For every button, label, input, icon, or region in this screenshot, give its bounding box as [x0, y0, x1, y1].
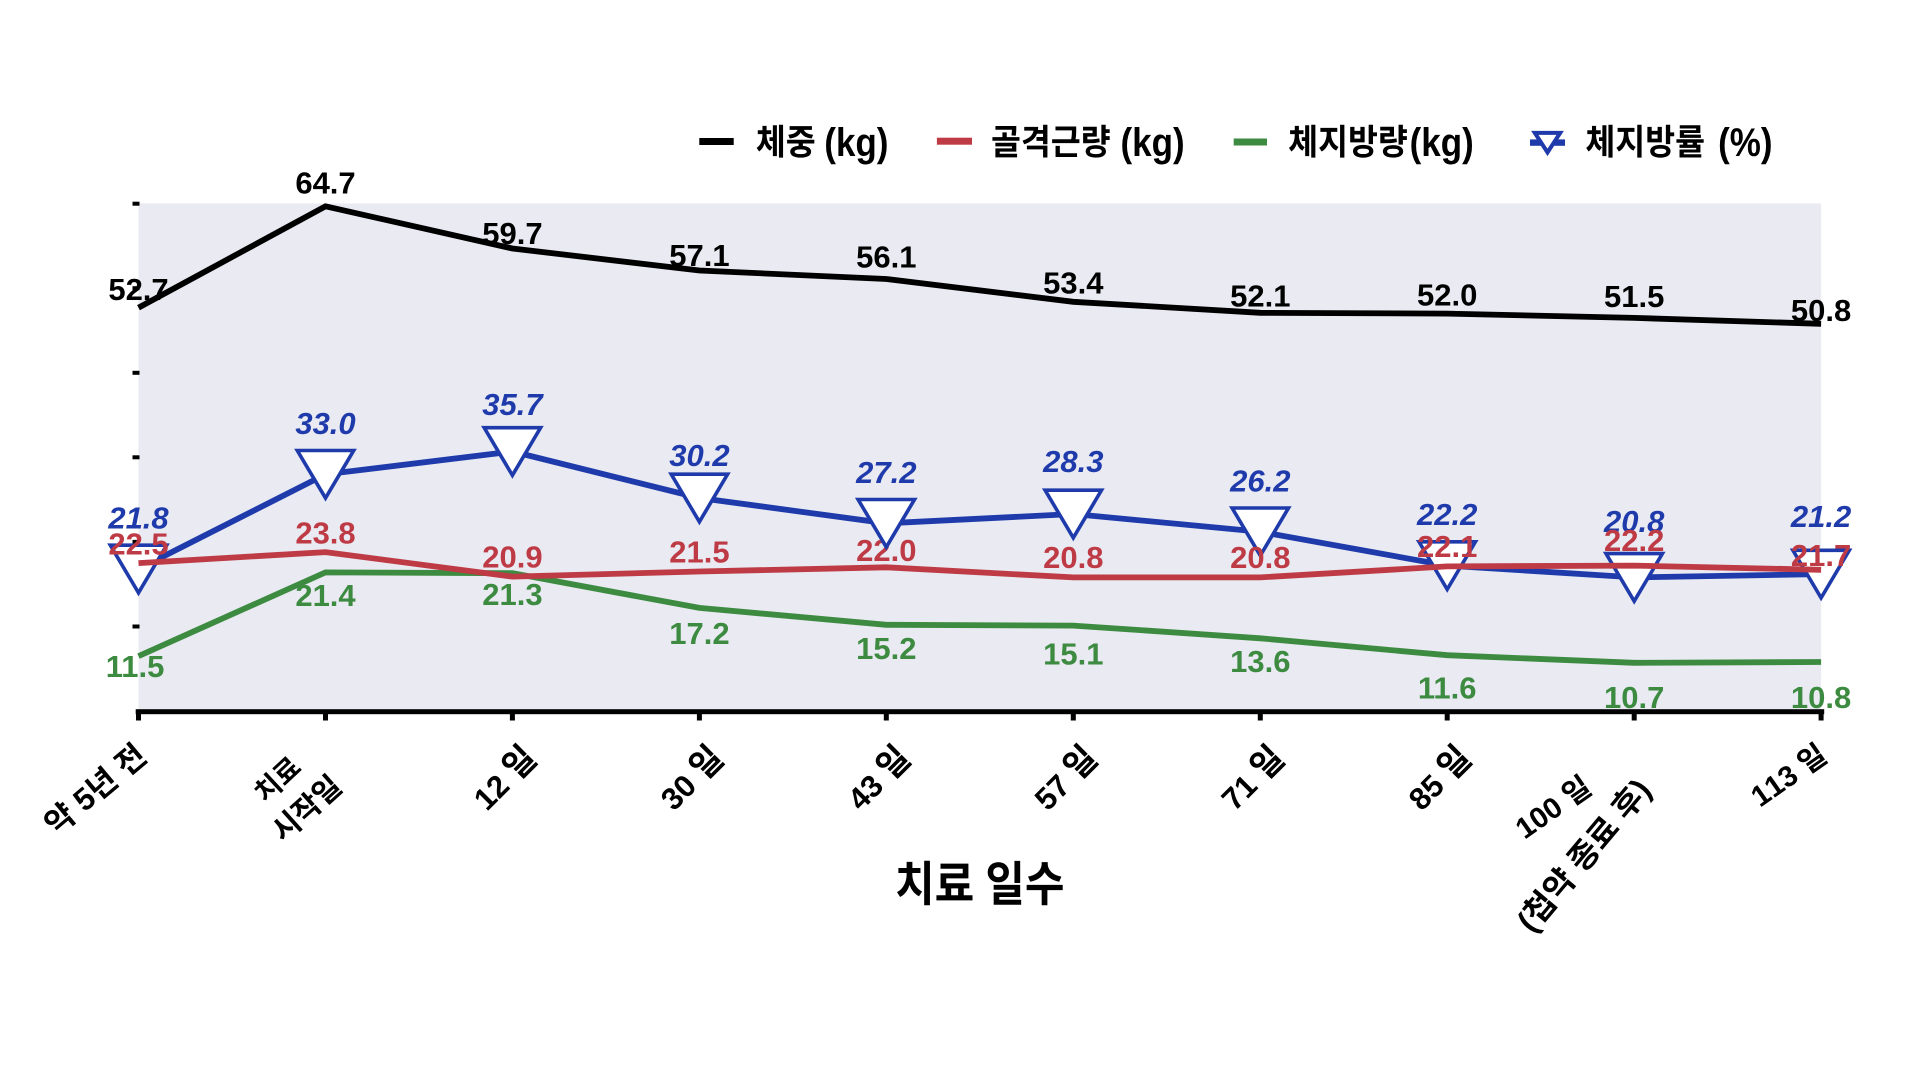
svg-text:56.1: 56.1	[856, 239, 916, 274]
svg-text:53.4: 53.4	[1043, 266, 1104, 301]
svg-text:17.2: 17.2	[669, 616, 729, 651]
svg-text:33.0: 33.0	[295, 406, 355, 441]
svg-text:21.3: 21.3	[482, 577, 542, 612]
svg-text:52.0: 52.0	[1417, 278, 1477, 313]
svg-text:30.2: 30.2	[669, 438, 729, 473]
svg-text:22.1: 22.1	[1417, 529, 1477, 564]
svg-text:50.8: 50.8	[1791, 293, 1851, 328]
svg-text:11.5: 11.5	[106, 649, 165, 684]
svg-text:10.8: 10.8	[1791, 680, 1851, 715]
svg-text:20.8: 20.8	[1603, 504, 1665, 539]
svg-text:23.8: 23.8	[295, 516, 355, 551]
svg-text:52.1: 52.1	[1230, 279, 1290, 314]
svg-text:10.7: 10.7	[1604, 680, 1664, 715]
svg-text:21.5: 21.5	[669, 535, 729, 570]
svg-text:51.5: 51.5	[1604, 279, 1664, 314]
svg-text:27.2: 27.2	[855, 455, 916, 490]
svg-text:35.7: 35.7	[482, 387, 544, 422]
svg-text:52.7: 52.7	[108, 272, 168, 307]
svg-text:20.9: 20.9	[482, 540, 542, 575]
svg-text:26.2: 26.2	[1229, 464, 1290, 499]
svg-text:22.5: 22.5	[108, 527, 168, 562]
svg-text:11.6: 11.6	[1418, 671, 1477, 706]
svg-text:20.8: 20.8	[1230, 540, 1290, 575]
svg-text:15.2: 15.2	[856, 631, 916, 666]
svg-text:22.2: 22.2	[1604, 523, 1664, 558]
svg-text:21.7: 21.7	[1791, 538, 1851, 573]
svg-text:21.8: 21.8	[107, 501, 169, 536]
svg-text:28.3: 28.3	[1042, 444, 1103, 479]
svg-text:20.8: 20.8	[1043, 540, 1103, 575]
svg-text:15.1: 15.1	[1043, 637, 1103, 672]
svg-text:57.1: 57.1	[669, 238, 729, 273]
svg-text:22.2: 22.2	[1416, 497, 1477, 532]
svg-text:13.6: 13.6	[1230, 644, 1290, 679]
svg-text:64.7: 64.7	[295, 166, 355, 201]
svg-text:21.4: 21.4	[295, 578, 356, 613]
svg-text:21.2: 21.2	[1790, 499, 1851, 534]
svg-text:59.7: 59.7	[482, 216, 542, 251]
